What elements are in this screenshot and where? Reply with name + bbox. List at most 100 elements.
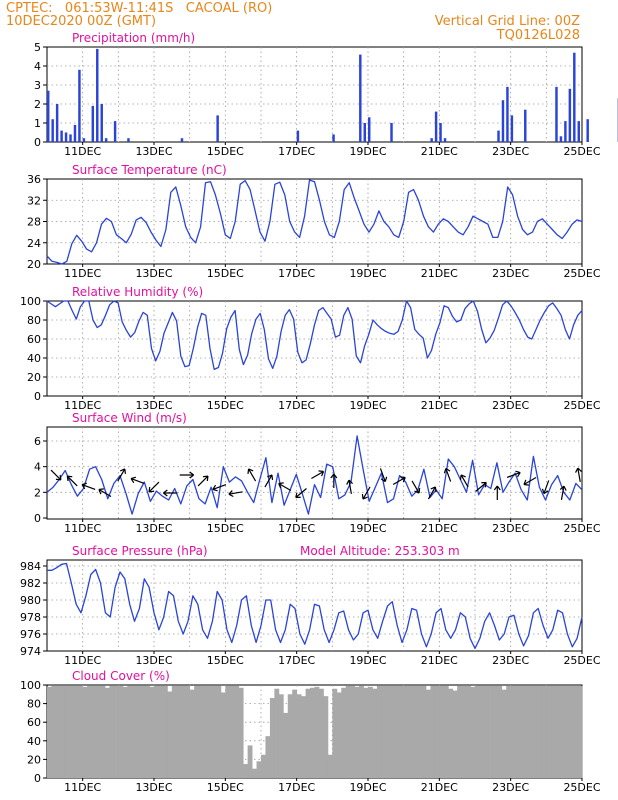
cloud-bar [408,685,413,778]
cloud-bar [537,685,543,778]
precip-bar [568,88,572,142]
cloud-bar [515,685,520,778]
cloud-bar [532,685,538,778]
precip-bar [82,138,86,142]
model-altitude-label: Model Altitude: 253.303 m [300,544,460,558]
precip-bar [51,119,54,142]
x-tick-label: 23DEC [492,654,529,667]
wind-arrow-icon [427,486,437,500]
precip-bar [78,69,81,142]
y-tick-label: 24 [27,237,41,250]
precip-bar [434,111,438,142]
cloud-bar [461,685,467,778]
series-line [46,300,583,371]
wind-arrow-icon [130,476,145,484]
cloud-bar [310,687,315,778]
cloud-bar [550,685,556,778]
y-tick-label: 982 [20,577,41,590]
x-tick-label: 13DEC [135,267,172,280]
cloud-bar [457,685,463,778]
cloud-bar [136,685,142,778]
cloud-bar [519,685,525,778]
cloud-bar [73,685,79,778]
cloud-bar [274,688,280,778]
cloud-bar [327,754,333,778]
cloud-bar [305,688,311,778]
x-tick-label: 11DEC [64,522,101,535]
y-tick-label: 6 [34,435,41,448]
x-tick-label: 17DEC [278,654,315,667]
cloud-bar [376,685,382,778]
cloud-bar [185,685,191,778]
cloud-bar [336,692,342,778]
precip-bar [430,138,433,142]
cloud-bar [158,685,164,778]
x-tick-label: 25DEC [563,267,600,280]
cloud-bar [510,685,516,778]
wind-arrow-icon [117,468,126,482]
x-tick-label: 13DEC [135,654,172,667]
cloud-bar [390,685,396,778]
cloud-bar [475,685,480,778]
panel-title: Surface Temperature (nC) [72,163,227,177]
cloud-bar [278,694,284,778]
wind-arrow-icon [197,475,209,487]
x-tick-label: 17DEC [278,781,315,794]
x-tick-label: 23DEC [492,399,529,412]
cloud-bar [363,687,369,778]
precip-bar [127,138,130,142]
cloud-bar [162,685,168,778]
cloud-bar [180,685,186,778]
y-tick-label: 20 [27,753,41,766]
cloud-bar [198,685,204,778]
panel-title: Surface Wind (m/s) [72,411,187,425]
precip-bar [296,130,300,142]
cloud-bar [497,685,503,778]
cloud-bar [96,685,101,778]
wind-arrow-icon [330,473,338,488]
wind-arrow-icon [179,471,195,479]
y-tick-label: 0 [34,390,41,403]
cloud-bar [314,686,320,778]
x-tick-label: 13DEC [135,399,172,412]
wind-arrow-icon [264,474,274,488]
cloud-bar [434,685,440,778]
cloud-bar [229,685,235,778]
wind-arrow-icon [506,470,521,478]
y-tick-label: 80 [27,314,41,327]
series-line [47,562,583,650]
y-tick-label: 2 [34,486,41,499]
x-tick-label: 21DEC [421,522,458,535]
cloud-bar [167,691,173,778]
cloud-bar [265,736,271,778]
precip-bar [390,123,393,142]
wind-arrow-icon [493,485,501,500]
wind-arrow-icon [50,469,62,481]
x-tick-label: 25DEC [563,522,600,535]
cloud-bar [332,688,338,778]
cloud-bar [78,685,84,778]
y-tick-label: 4 [34,60,41,73]
precip-bar [439,123,442,142]
y-tick-label: 100 [20,679,41,692]
wind-arrow-icon [559,485,567,500]
y-tick-label: 978 [20,611,41,624]
cloud-bar [82,686,88,778]
x-tick-label: 11DEC [64,145,101,158]
cloud-bar [559,685,565,778]
y-tick-label: 980 [20,594,41,607]
x-tick-label: 13DEC [135,781,172,794]
cloud-bar [345,685,351,778]
precip-bar [96,48,99,142]
x-tick-label: 15DEC [207,781,244,794]
x-tick-label: 15DEC [207,145,244,158]
cloud-bar [372,688,378,778]
x-tick-label: 25DEC [563,145,600,158]
series-line [46,179,583,265]
precip-bar [497,130,500,142]
cloud-bar [189,689,195,778]
cloud-bar [350,685,356,778]
cloud-bar [524,685,529,778]
cloud-bar [412,685,418,778]
